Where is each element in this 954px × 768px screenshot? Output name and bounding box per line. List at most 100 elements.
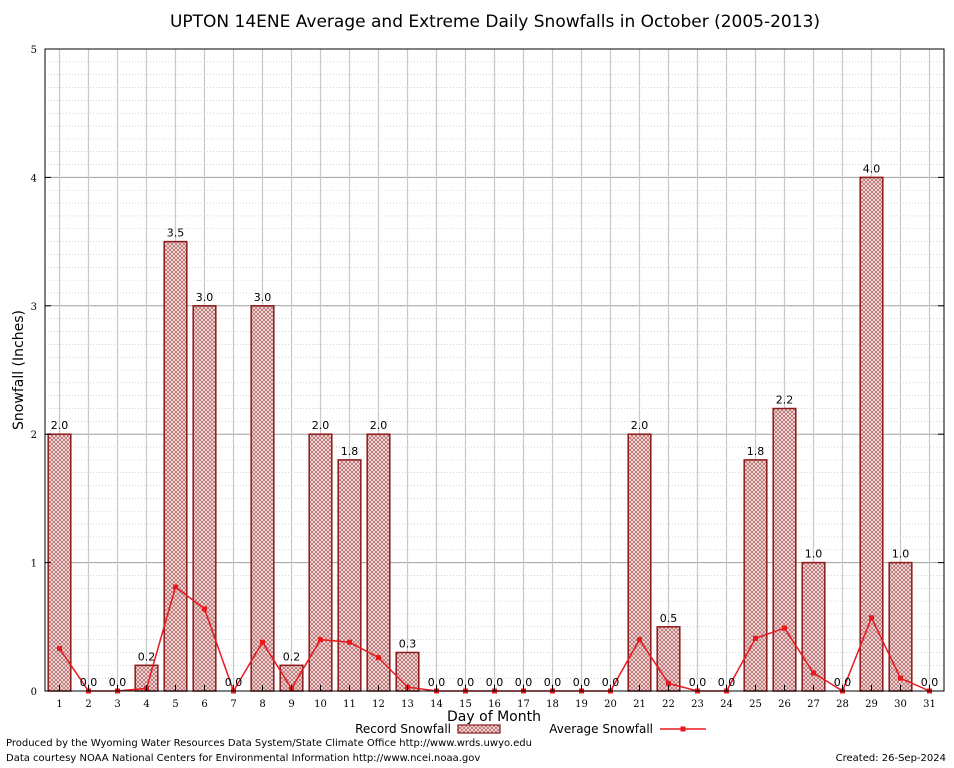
footer-produced-by: Produced by the Wyoming Water Resources … (6, 738, 532, 749)
average-point-day-29 (869, 615, 874, 621)
bar-record-day-29 (859, 176, 884, 692)
x-tick-label: 7 (230, 699, 236, 710)
x-tick-label: 24 (720, 699, 733, 710)
x-tick-label: 20 (604, 699, 617, 710)
x-tick-label: 25 (749, 699, 762, 710)
value-label-day-1: 2.0 (51, 419, 69, 432)
value-label-day-8: 3.0 (254, 291, 272, 304)
value-label-day-30: 1.0 (892, 548, 910, 561)
x-tick-label: 27 (807, 699, 820, 710)
bar-record-day-1 (47, 433, 72, 692)
average-point-day-8 (260, 639, 265, 645)
value-label-day-21: 2.0 (631, 419, 649, 432)
bar-value-labels: 2.0 0.0 0.0 0.2 3.5 3.0 0.0 3.0 0.2 2.0 1.8 2.0 0.3 0… (51, 162, 939, 689)
average-point-day-27 (811, 670, 816, 676)
value-label-day-29: 4.0 (863, 162, 881, 175)
average-point-day-5 (173, 584, 178, 590)
x-tick-label: 23 (691, 699, 704, 710)
value-label-day-12: 2.0 (370, 419, 388, 432)
value-label-day-7: 0.0 (225, 676, 243, 689)
y-axis-label: Snowfall (Inches) (11, 310, 27, 430)
x-tick-label: 22 (662, 699, 675, 710)
legend: Record Snowfall Average Snowfall (355, 722, 706, 736)
average-point-day-22 (666, 680, 671, 686)
y-tick-label: 5 (31, 45, 37, 56)
average-point-day-11 (347, 639, 352, 645)
value-label-day-27: 1.0 (805, 548, 823, 561)
value-label-day-17: 0.0 (515, 676, 533, 689)
y-tick-label: 0 (31, 687, 37, 698)
y-tick-label: 4 (31, 173, 37, 184)
value-label-day-28: 0.0 (834, 676, 852, 689)
value-label-day-15: 0.0 (457, 676, 475, 689)
x-tick-label: 8 (259, 699, 265, 710)
bar-record-day-5 (163, 240, 188, 692)
record-snowfall-bars (47, 176, 913, 692)
average-point-day-26 (782, 625, 787, 631)
value-label-day-24: 0.0 (718, 676, 736, 689)
value-label-day-10: 2.0 (312, 419, 330, 432)
value-label-day-20: 0.0 (602, 676, 620, 689)
x-tick-label: 9 (288, 699, 294, 710)
value-label-day-22: 0.5 (660, 612, 678, 625)
average-point-day-12 (376, 655, 381, 661)
x-tick-label: 13 (401, 699, 414, 710)
average-point-day-1 (57, 646, 62, 652)
bar-record-day-12 (366, 433, 391, 692)
x-tick-label: 14 (430, 699, 443, 710)
legend-record-swatch (457, 724, 501, 734)
chart-title: UPTON 14ENE Average and Extreme Daily Sn… (170, 12, 820, 32)
value-label-day-5: 3.5 (167, 227, 185, 240)
bar-record-day-26 (772, 407, 797, 692)
x-tick-label: 5 (172, 699, 178, 710)
y-tick-label: 2 (31, 430, 37, 441)
value-label-day-4: 0.2 (138, 650, 156, 663)
x-tick-label: 31 (923, 699, 936, 710)
x-tick-label: 26 (778, 699, 791, 710)
value-label-day-31: 0.0 (921, 676, 939, 689)
x-tick-label: 29 (865, 699, 878, 710)
y-tick-label: 3 (31, 302, 37, 313)
value-label-day-18: 0.0 (544, 676, 562, 689)
x-tick-label: 10 (314, 699, 327, 710)
x-tick-label: 16 (488, 699, 501, 710)
average-point-day-25 (753, 635, 758, 641)
average-point-day-6 (202, 606, 207, 612)
x-tick-label: 11 (343, 699, 356, 710)
bar-record-day-30 (888, 561, 913, 692)
x-tick-label: 19 (575, 699, 588, 710)
x-tick-label: 18 (546, 699, 559, 710)
value-label-day-9: 0.2 (283, 650, 301, 663)
value-label-day-26: 2.2 (776, 394, 794, 407)
value-label-day-25: 1.8 (747, 445, 765, 458)
x-tick-label: 12 (372, 699, 385, 710)
x-tick-label: 17 (517, 699, 530, 710)
x-tick-label: 21 (633, 699, 646, 710)
footer-data-courtesy: Data courtesy NOAA National Centers for … (6, 753, 481, 764)
average-point-day-30 (898, 675, 903, 681)
x-tick-label: 30 (894, 699, 907, 710)
x-tick-label: 15 (459, 699, 472, 710)
value-label-day-19: 0.0 (573, 676, 591, 689)
footer-created: Created: 26-Sep-2024 (835, 753, 946, 764)
x-tick-label: 28 (836, 699, 849, 710)
value-label-day-23: 0.0 (689, 676, 707, 689)
x-axis-label: Day of Month (447, 709, 541, 725)
average-point-day-10 (318, 637, 323, 643)
legend-average-marker (680, 726, 686, 732)
value-label-day-2: 0.0 (80, 676, 98, 689)
legend-record-label: Record Snowfall (355, 722, 451, 736)
x-tick-label: 4 (143, 699, 149, 710)
value-label-day-6: 3.0 (196, 291, 214, 304)
x-tick-label: 1 (56, 699, 62, 710)
value-label-day-14: 0.0 (428, 676, 446, 689)
value-label-day-13: 0.3 (399, 637, 417, 650)
value-label-day-11: 1.8 (341, 445, 359, 458)
x-tick-label: 2 (85, 699, 91, 710)
value-label-day-16: 0.0 (486, 676, 504, 689)
y-tick-label: 1 (31, 559, 37, 570)
legend-average-label: Average Snowfall (549, 722, 653, 736)
bar-record-day-8 (250, 305, 275, 692)
